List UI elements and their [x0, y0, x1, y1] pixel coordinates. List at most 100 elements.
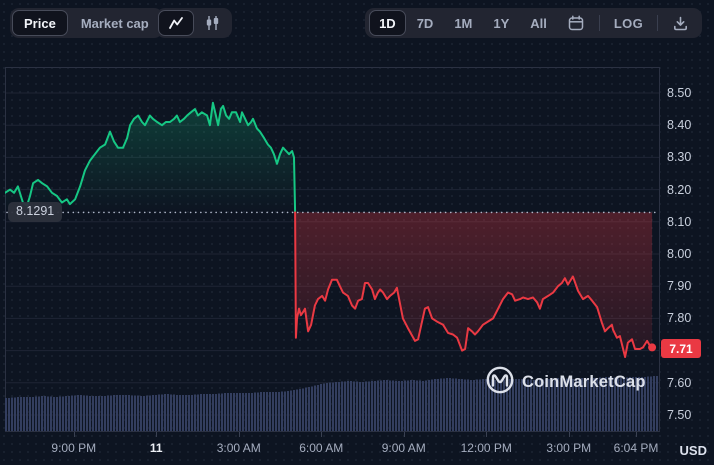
volume-bar — [128, 395, 130, 431]
volume-bar — [254, 392, 256, 431]
volume-bar — [557, 378, 559, 431]
tab-market-cap[interactable]: Market cap — [80, 15, 149, 31]
volume-bar — [146, 395, 148, 431]
volume-bar — [374, 381, 376, 431]
volume-bar — [626, 377, 628, 431]
volume-bar — [383, 380, 385, 431]
volume-bar — [386, 380, 388, 431]
volume-bar — [236, 393, 238, 431]
volume-bar — [398, 381, 400, 431]
volume-bar — [425, 380, 427, 431]
volume-bar — [380, 380, 382, 431]
volume-bar — [26, 397, 28, 431]
volume-bar — [104, 395, 106, 431]
volume-bar — [167, 394, 169, 431]
volume-bar — [656, 376, 658, 431]
volume-bar — [77, 395, 79, 431]
volume-bar — [41, 396, 43, 431]
volume-bar — [275, 392, 277, 431]
volume-bar — [242, 393, 244, 431]
x-axis-tick — [321, 432, 323, 437]
volume-bar — [572, 378, 574, 431]
volume-bar — [320, 384, 322, 431]
y-axis-label: 7.60 — [667, 375, 692, 390]
volume-bar — [224, 393, 226, 431]
volume-bar — [536, 379, 538, 431]
volume-bar — [482, 379, 484, 431]
volume-bar — [140, 396, 142, 431]
volume-bar — [470, 379, 472, 431]
volume-bar — [515, 379, 517, 431]
volume-bar — [569, 378, 571, 431]
volume-bar — [506, 379, 508, 431]
volume-bar — [650, 376, 652, 431]
volume-bar — [284, 391, 286, 431]
volume-bar — [404, 380, 406, 431]
volume-bar — [596, 377, 598, 431]
price-line-green — [5, 101, 297, 214]
calendar-button[interactable] — [558, 10, 594, 36]
volume-bar — [362, 381, 364, 431]
volume-bar — [431, 379, 433, 431]
volume-bar — [299, 389, 301, 431]
volume-bar — [215, 393, 217, 431]
volume-bar — [629, 377, 631, 431]
volume-bar — [335, 382, 337, 431]
volume-bar — [182, 395, 184, 431]
volume-bar — [533, 380, 535, 431]
range-toolbar: 1D 7D 1M 1Y All LOG — [365, 8, 702, 38]
volume-bar — [50, 396, 52, 431]
volume-bar — [632, 377, 634, 431]
volume-bar — [80, 395, 82, 431]
volume-bar — [443, 378, 445, 431]
volume-bar — [509, 379, 511, 431]
volume-bar — [488, 379, 490, 431]
area-above-prev-close — [5, 102, 296, 213]
download-button[interactable] — [663, 10, 698, 36]
x-axis-label: 9:00 AM — [381, 441, 426, 455]
volume-bar — [125, 395, 127, 431]
volume-bar — [485, 379, 487, 431]
volume-bar — [11, 397, 13, 431]
price-chart[interactable] — [5, 67, 660, 432]
volume-bar — [260, 392, 262, 431]
volume-bar — [152, 395, 154, 431]
line-chart-icon — [168, 16, 184, 30]
x-axis-tick — [636, 432, 637, 437]
last-price-dot — [648, 343, 657, 352]
x-axis-tick — [403, 432, 405, 437]
volume-bar — [197, 394, 199, 431]
volume-bar — [332, 382, 334, 431]
volume-bar — [638, 377, 640, 431]
volume-bar — [605, 377, 607, 431]
candlestick-chart-button[interactable] — [195, 10, 230, 36]
chart-type-toggle — [156, 8, 232, 38]
range-7d[interactable]: 7D — [416, 15, 434, 31]
volume-bar — [221, 393, 223, 431]
volume-bar — [467, 379, 469, 431]
calendar-icon — [568, 15, 584, 31]
volume-bar — [257, 392, 259, 431]
y-axis-label: 8.00 — [667, 247, 692, 261]
line-chart-button[interactable] — [158, 10, 194, 36]
volume-bar — [278, 391, 280, 431]
volume-bar — [587, 378, 589, 431]
range-1d[interactable]: 1D — [369, 10, 406, 36]
volume-bar — [644, 377, 646, 431]
volume-bar — [263, 392, 265, 431]
price-chart-canvas[interactable] — [5, 67, 660, 432]
volume-bar — [617, 377, 619, 431]
tab-price[interactable]: Price — [12, 10, 68, 36]
toolbar-divider — [598, 15, 600, 31]
volume-bar — [107, 395, 109, 431]
x-axis-label: 6:04 PM — [613, 441, 659, 455]
watermark: CoinMarketCap — [486, 366, 646, 399]
range-1y[interactable]: 1Y — [493, 15, 510, 31]
range-all[interactable]: All — [530, 15, 547, 31]
range-1m[interactable]: 1M — [454, 15, 473, 31]
log-scale-button[interactable]: LOG — [613, 15, 643, 31]
volume-bar — [170, 394, 172, 431]
x-axis-tick — [238, 432, 240, 437]
volume-bar — [599, 377, 601, 431]
y-axis-label: 8.10 — [667, 214, 692, 229]
